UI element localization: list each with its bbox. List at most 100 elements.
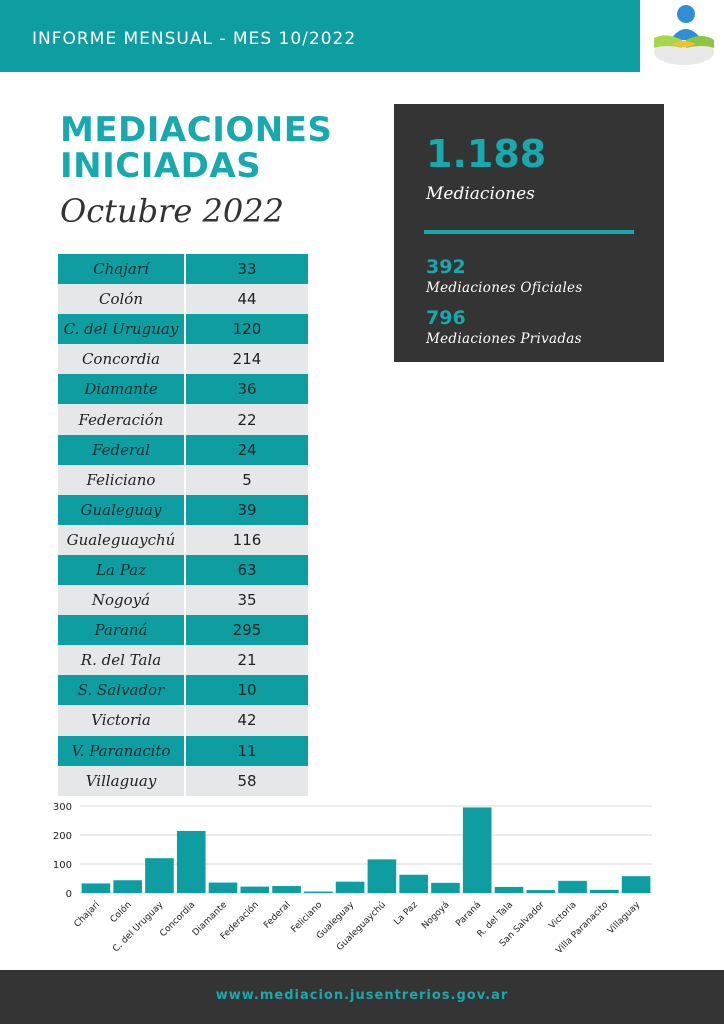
y-tick-label: 300: [53, 802, 72, 813]
department-name: Gualeguaychú: [58, 524, 184, 555]
table-row: La Paz 63: [58, 554, 308, 586]
header-bar: INFORME MENSUAL - MES 10/2022: [0, 0, 640, 72]
footer-bar: www.mediacion.jusentrerios.gov.ar: [0, 970, 724, 1024]
x-tick-label: Nogoyá: [420, 900, 451, 931]
table-row: Chajarí 33: [58, 254, 308, 285]
department-count: 58: [184, 765, 308, 796]
table-row: Victoria 42: [58, 705, 308, 736]
department-count: 11: [184, 735, 308, 766]
department-count: 35: [184, 585, 308, 616]
table-row: Feliciano 5: [58, 464, 308, 495]
department-name: Chajarí: [58, 254, 184, 285]
x-tick-label: Paraná: [454, 900, 483, 929]
department-count: 22: [184, 404, 308, 435]
table-row: S. Salvador 10: [58, 675, 308, 706]
main-title-line2: INICIADAS: [60, 146, 262, 186]
table-row: Paraná 295: [58, 615, 308, 646]
x-tick-label: Villaguay: [606, 900, 643, 937]
oficiales-value: 392: [426, 256, 466, 278]
x-tick-label: Chajarí: [72, 900, 102, 930]
stats-divider: [424, 230, 634, 234]
table-row: Gualeguaychú 116: [58, 524, 308, 555]
bar: [240, 886, 270, 893]
bar: [367, 859, 397, 893]
department-name: Paraná: [58, 615, 184, 646]
department-count: 214: [184, 344, 308, 375]
department-count: 39: [184, 494, 308, 525]
bar: [431, 882, 460, 893]
department-name: Victoria: [58, 705, 184, 736]
department-count: 44: [184, 284, 308, 315]
department-name: S. Salvador: [58, 675, 184, 706]
department-name: C. del Uruguay: [58, 314, 184, 345]
department-count: 24: [184, 434, 308, 465]
table-row: V. Paranacito 11: [58, 735, 308, 766]
x-tick-label: La Paz: [392, 900, 420, 928]
report-title: INFORME MENSUAL - MES 10/2022: [32, 29, 357, 49]
main-title-line1: MEDIACIONES: [60, 110, 333, 150]
bar: [494, 886, 524, 893]
bar: [399, 874, 428, 893]
department-name: V. Paranacito: [58, 735, 184, 766]
department-count: 21: [184, 645, 308, 676]
stats-panel: 1.188 Mediaciones 392 Mediaciones Oficia…: [394, 104, 664, 362]
y-tick-label: 0: [66, 889, 72, 900]
x-tick-label: Victoria: [547, 900, 578, 931]
bar: [81, 883, 111, 893]
footer-website-link[interactable]: www.mediacion.jusentrerios.gov.ar: [215, 988, 509, 1003]
bar: [176, 830, 206, 893]
department-name: Federal: [58, 434, 184, 465]
table-row: R. del Tala 21: [58, 645, 308, 676]
x-tick-label: Colón: [108, 899, 134, 925]
bar: [335, 881, 365, 893]
bar: [526, 890, 556, 893]
total-mediaciones-label: Mediaciones: [426, 184, 535, 204]
oficiales-label: Mediaciones Oficiales: [426, 280, 583, 296]
department-count: 295: [184, 615, 308, 646]
table-row: Colón 44: [58, 284, 308, 315]
department-name: R. del Tala: [58, 645, 184, 676]
department-name: Concordia: [58, 344, 184, 375]
table-row: C. del Uruguay 120: [58, 314, 308, 345]
department-count: 116: [184, 524, 308, 555]
bar: [113, 880, 142, 893]
bar-chart: 0 100 200 300 Chajarí Colón C. del Uruguay Conc…: [44, 798, 664, 972]
department-name: Feliciano: [58, 464, 184, 495]
department-count: 63: [184, 554, 308, 586]
privadas-value: 796: [426, 307, 466, 329]
department-name: Federación: [58, 404, 184, 435]
bar: [145, 858, 174, 893]
total-mediaciones-value: 1.188: [426, 132, 547, 176]
department-name: Colón: [58, 284, 184, 315]
department-count: 10: [184, 675, 308, 706]
departments-table: Chajarí 33 Colón 44 C. del Uruguay 120 Concord…: [58, 254, 308, 796]
y-tick-label: 100: [53, 860, 72, 871]
department-count: 120: [184, 314, 308, 345]
table-row: Gualeguay 39: [58, 494, 308, 525]
department-count: 36: [184, 374, 308, 405]
privadas-label: Mediaciones Privadas: [426, 331, 582, 347]
bar: [462, 807, 492, 893]
bar: [590, 889, 619, 893]
department-name: Nogoyá: [58, 585, 184, 616]
department-count: 33: [184, 254, 308, 285]
period-subtitle: Octubre 2022: [60, 192, 284, 230]
y-tick-label: 200: [53, 831, 72, 842]
table-row: Nogoyá 35: [58, 585, 308, 616]
department-name: La Paz: [58, 554, 184, 586]
bar: [272, 886, 301, 893]
department-name: Diamante: [58, 374, 184, 405]
bar: [621, 876, 651, 893]
department-name: Villaguay: [58, 765, 184, 796]
main-title: MEDIACIONES INICIADAS: [60, 112, 332, 184]
table-row: Federación 22: [58, 404, 308, 435]
department-count: 42: [184, 705, 308, 736]
bar: [304, 891, 333, 893]
department-count: 5: [184, 464, 308, 495]
x-tick-label: Federal: [262, 900, 293, 931]
table-row: Diamante 36: [58, 374, 308, 405]
table-row: Villaguay 58: [58, 765, 308, 796]
mediation-logo-icon: [642, 0, 722, 72]
bar: [208, 882, 238, 893]
